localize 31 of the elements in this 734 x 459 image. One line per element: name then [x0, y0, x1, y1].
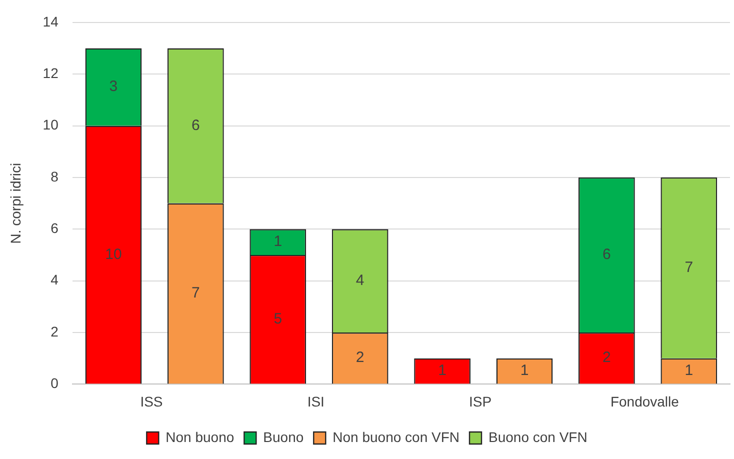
data-label: 1 — [520, 362, 529, 380]
data-label: 7 — [192, 284, 200, 302]
y-tick-label: 4 — [50, 272, 59, 288]
data-label: 2 — [356, 349, 364, 366]
x-tick-label: Fondovalle — [610, 393, 680, 410]
data-label: 7 — [684, 259, 694, 276]
y-tick-label: 10 — [42, 116, 59, 133]
y-tick-label: 2 — [50, 323, 59, 340]
data-label: 2 — [602, 349, 611, 366]
y-tick-label: 0 — [50, 375, 59, 392]
y-tick-label: 6 — [50, 220, 59, 236]
data-label: 1 — [274, 233, 282, 250]
data-label: 5 — [274, 310, 282, 328]
y-tick-label: 12 — [42, 64, 59, 81]
x-tick-label: ISP — [469, 393, 492, 410]
data-label: 3 — [109, 78, 118, 96]
legend-label: Buono — [263, 428, 304, 445]
y-tick-label: 14 — [42, 13, 59, 30]
data-label: 1 — [438, 362, 446, 380]
x-tick-label: ISS — [140, 393, 163, 410]
data-label: 10 — [105, 246, 122, 263]
data-label: 1 — [684, 362, 694, 380]
data-label: 4 — [356, 272, 364, 289]
data-label: 6 — [192, 116, 200, 134]
y-tick-label: 8 — [50, 168, 59, 184]
y-axis-title: N. corpi idrici — [7, 162, 24, 244]
data-label: 6 — [602, 246, 611, 264]
x-tick-label: ISI — [307, 393, 324, 410]
legend-label: Non buono con VFN — [332, 428, 460, 445]
legend-label: Non buono — [166, 428, 234, 445]
legend-label: Buono con VFN — [488, 428, 588, 445]
